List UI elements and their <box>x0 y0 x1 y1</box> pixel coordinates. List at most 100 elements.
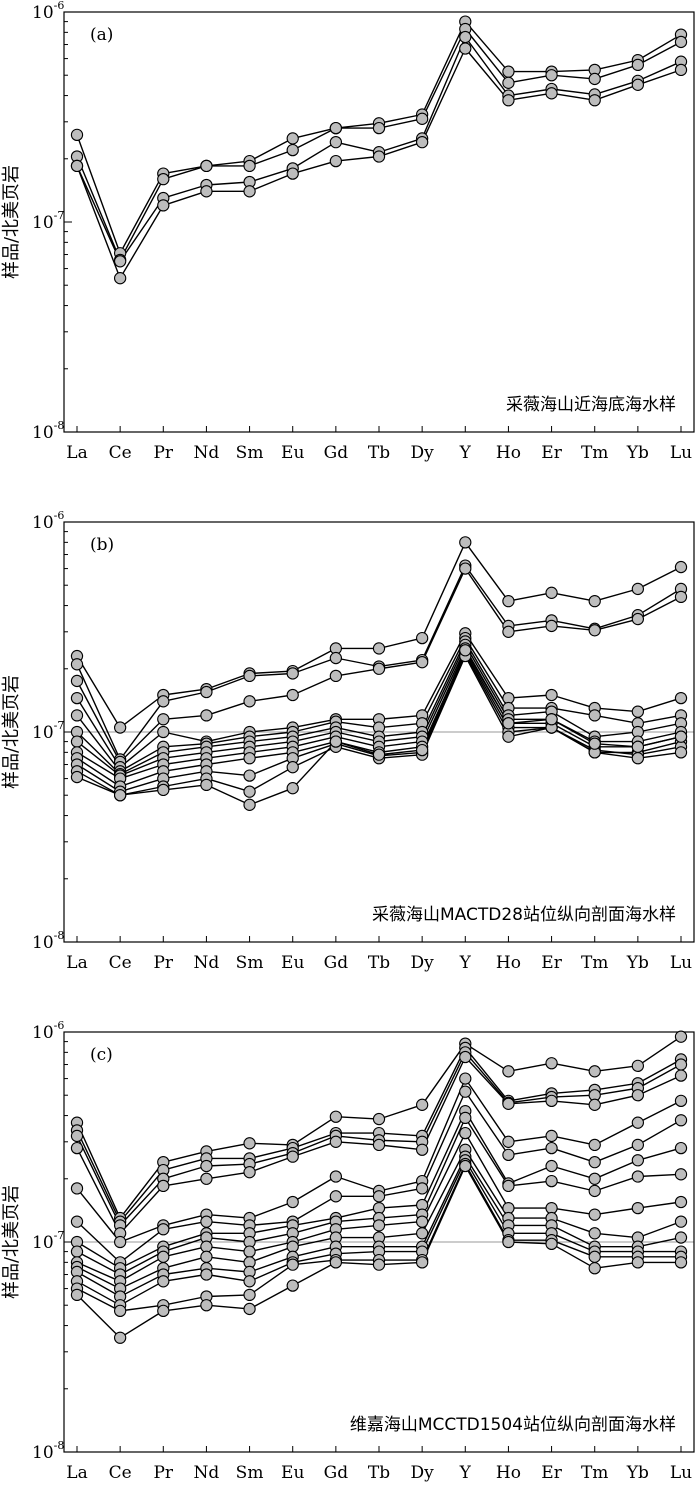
data-point <box>545 1129 558 1143</box>
data-point <box>157 1179 170 1193</box>
data-point <box>157 1223 170 1236</box>
data-point <box>70 159 84 173</box>
y-tick-base: 10 <box>32 513 54 533</box>
x-tick-label: Er <box>541 953 562 973</box>
x-tick-label: Yb <box>626 1463 649 1483</box>
data-point <box>286 167 299 180</box>
data-point <box>286 1258 299 1271</box>
data-point <box>631 705 645 718</box>
panel-label: (b) <box>90 535 114 555</box>
data-point <box>631 1256 645 1269</box>
x-tick-label: Lu <box>670 443 692 463</box>
data-point <box>674 1058 688 1071</box>
data-point <box>372 1190 386 1203</box>
data-point <box>243 159 256 173</box>
data-point <box>157 783 170 797</box>
y-tick-base: 10 <box>32 723 54 743</box>
panel-caption: 维嘉海山MCCTD1504站位纵向剖面海水样 <box>350 1415 676 1435</box>
data-point <box>502 76 515 89</box>
panel-caption: 采薇海山近海底海水样 <box>506 395 676 415</box>
data-point <box>545 713 558 726</box>
chart-panel-3: La Ce Pr Nd Sm Eu Gd Tb Dy Y Ho Er Tm Yb Lu10-810-710-… <box>1 1019 695 1483</box>
data-point <box>243 669 256 683</box>
x-tick-label: Tm <box>581 953 608 973</box>
data-point <box>372 662 386 675</box>
data-point <box>329 1256 343 1269</box>
data-point <box>200 185 213 198</box>
panel-caption: 采薇海山MACTD28站位纵向剖面海水样 <box>372 905 676 925</box>
data-point <box>588 737 601 750</box>
data-point <box>674 1195 688 1209</box>
x-tick-label: Nd <box>194 953 220 973</box>
data-point <box>588 1156 601 1169</box>
data-point <box>588 1138 601 1152</box>
x-tick-label: Pr <box>153 1463 173 1483</box>
data-point <box>502 717 515 730</box>
y-tick-base: 10 <box>32 933 54 953</box>
y-tick-label: 10-7 <box>32 209 64 233</box>
data-point <box>588 1227 601 1240</box>
x-tick-label: Lu <box>670 1463 692 1483</box>
y-axis-label: 样品/北美页岩 <box>1 1185 22 1299</box>
data-point <box>674 1141 688 1155</box>
data-point <box>502 1235 515 1249</box>
data-point <box>502 94 515 107</box>
data-point <box>200 1268 213 1281</box>
data-point <box>113 272 127 285</box>
x-tick-label: Eu <box>281 953 304 973</box>
data-point <box>243 185 256 198</box>
x-tick-label: Pr <box>153 443 173 463</box>
data-point <box>631 78 645 91</box>
data-point <box>113 1235 127 1249</box>
data-point <box>329 154 343 168</box>
data-point <box>674 1069 688 1082</box>
x-tick-label: Tm <box>581 443 608 463</box>
data-point <box>70 1288 84 1302</box>
y-tick-base: 10 <box>32 1023 54 1043</box>
data-point <box>631 612 645 626</box>
data-point <box>588 94 601 107</box>
x-tick-label: Eu <box>281 443 304 463</box>
x-tick-label: Ce <box>109 1463 132 1483</box>
data-point <box>70 1141 84 1155</box>
data-point <box>459 644 472 657</box>
data-point <box>631 1138 645 1152</box>
data-point <box>157 1250 170 1263</box>
data-point <box>243 1245 256 1258</box>
data-point <box>415 1098 429 1111</box>
y-tick-label: 10-7 <box>32 719 64 743</box>
data-point <box>631 1059 645 1072</box>
x-tick-label: Y <box>459 443 472 463</box>
data-point <box>329 735 343 748</box>
x-tick-label: Eu <box>281 1463 304 1483</box>
data-point <box>329 1110 343 1123</box>
x-tick-label: Sm <box>236 953 264 973</box>
y-tick-base: 10 <box>32 3 54 23</box>
x-tick-label: Gd <box>324 953 349 973</box>
data-point <box>631 1170 645 1183</box>
data-point <box>545 586 558 599</box>
y-tick-label: 10-6 <box>32 1019 64 1043</box>
data-point <box>200 1240 213 1253</box>
data-point <box>545 1094 558 1108</box>
data-point <box>70 658 84 671</box>
data-point <box>415 136 429 149</box>
y-axis-label: 样品/北美页岩 <box>1 675 22 789</box>
x-tick-label: Y <box>459 953 472 973</box>
data-point <box>113 1304 127 1318</box>
y-tick-base: 10 <box>32 213 54 233</box>
y-tick-label: 10-8 <box>32 929 64 953</box>
data-point <box>545 619 558 633</box>
data-point <box>200 1299 213 1312</box>
data-point <box>459 1111 472 1125</box>
data-point <box>157 172 170 186</box>
x-tick-label: La <box>66 953 87 973</box>
data-point <box>459 1072 472 1085</box>
x-tick-label: Gd <box>324 1463 349 1483</box>
data-point <box>415 1256 429 1269</box>
y-tick-exponent: -6 <box>54 0 65 12</box>
x-tick-label: Dy <box>411 953 435 973</box>
data-point <box>415 112 429 125</box>
data-point <box>502 1135 515 1148</box>
